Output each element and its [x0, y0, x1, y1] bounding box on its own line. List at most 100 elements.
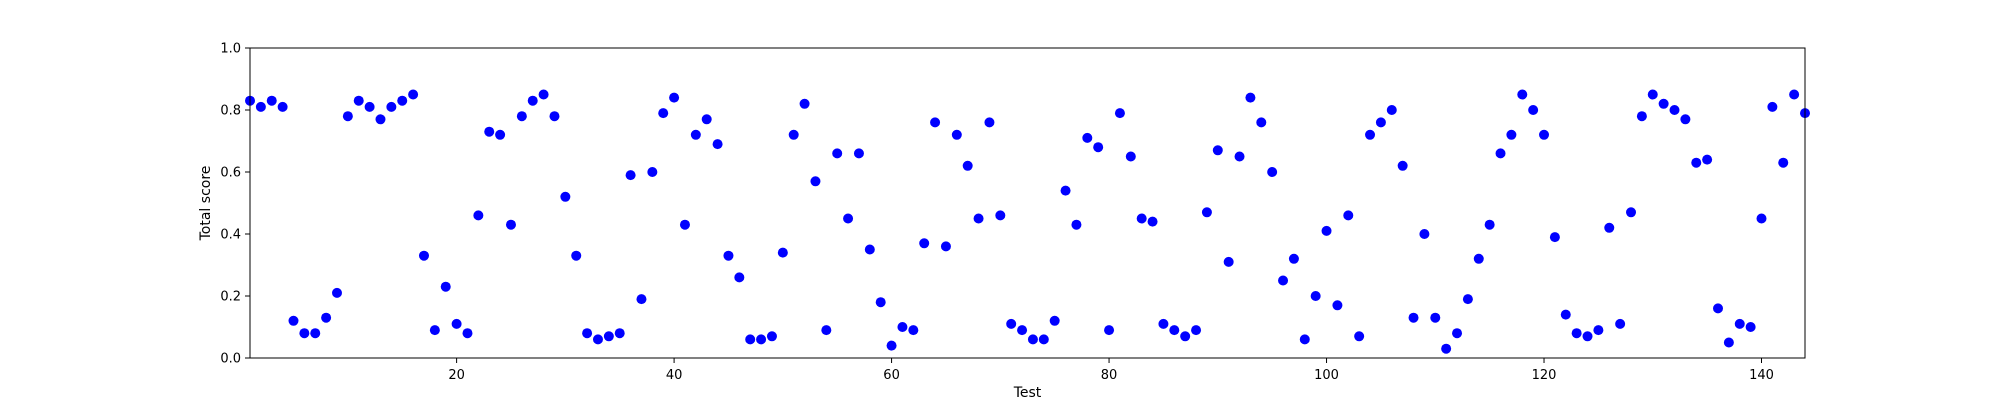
data-point	[908, 325, 919, 336]
data-point	[1191, 325, 1202, 336]
data-point	[1180, 331, 1191, 342]
data-point	[527, 95, 538, 106]
data-point	[418, 250, 429, 261]
data-point	[919, 238, 930, 249]
x-tick-label: 80	[1101, 368, 1118, 383]
data-point	[788, 129, 799, 140]
data-point	[1473, 253, 1484, 264]
y-tick-label: 1.0	[220, 42, 241, 57]
data-points	[245, 89, 1810, 354]
data-point	[1082, 132, 1093, 143]
data-point	[1582, 331, 1593, 342]
data-point	[810, 176, 821, 187]
data-point	[1571, 328, 1582, 339]
data-point	[973, 213, 984, 224]
data-point	[1169, 325, 1180, 336]
data-point	[1343, 210, 1354, 221]
data-point	[745, 334, 756, 345]
data-point	[647, 167, 658, 177]
data-point	[560, 191, 571, 202]
data-point	[1626, 207, 1637, 218]
data-point	[592, 334, 603, 345]
data-point	[1528, 105, 1539, 115]
data-point	[1278, 275, 1289, 286]
data-point	[1430, 312, 1441, 323]
data-point	[1506, 129, 1517, 140]
data-point	[255, 101, 266, 112]
data-point	[1767, 101, 1778, 112]
data-point	[734, 272, 745, 283]
data-point	[331, 287, 342, 298]
data-point	[1549, 232, 1560, 243]
data-point	[1299, 334, 1310, 345]
data-point	[1647, 89, 1658, 100]
data-point	[614, 328, 625, 339]
data-point	[603, 331, 614, 342]
data-point	[843, 213, 854, 224]
data-point	[1223, 256, 1234, 267]
data-point	[886, 340, 897, 351]
data-point	[1332, 300, 1343, 311]
data-point	[1658, 98, 1669, 109]
data-point	[1310, 291, 1321, 301]
data-point	[766, 331, 777, 342]
data-point	[669, 92, 680, 103]
data-point	[1049, 315, 1060, 326]
y-tick-label: 0.0	[220, 352, 241, 367]
data-point	[1386, 105, 1397, 115]
data-point	[1267, 167, 1278, 177]
data-point	[1789, 89, 1800, 100]
data-point	[777, 247, 788, 258]
data-point	[1397, 160, 1408, 171]
data-point	[1321, 225, 1332, 236]
data-point	[1484, 219, 1495, 230]
data-point	[1038, 334, 1049, 345]
data-point	[1560, 309, 1571, 320]
data-point	[962, 160, 973, 171]
data-point	[1017, 325, 1028, 336]
data-point	[451, 318, 462, 329]
data-point	[299, 328, 310, 339]
data-point	[951, 129, 962, 140]
data-point	[484, 126, 495, 137]
data-point	[1441, 343, 1452, 354]
data-point	[625, 170, 636, 181]
data-point	[690, 129, 701, 140]
data-point	[1114, 108, 1125, 119]
data-point	[1495, 148, 1506, 159]
data-point	[1136, 213, 1147, 224]
plot-frame	[249, 47, 1806, 359]
data-point	[1669, 105, 1680, 115]
data-point	[1027, 334, 1038, 345]
data-point	[1256, 117, 1267, 128]
data-point	[1354, 331, 1365, 342]
data-point	[473, 210, 484, 221]
axis-ticks: 20 40 60 80 100 120 140 0.0 0.2 0.4 0.6 0.8 1.0	[220, 42, 1774, 384]
y-tick-label: 0.6	[220, 166, 241, 181]
data-point	[1604, 222, 1615, 233]
data-point	[658, 108, 669, 119]
data-point	[549, 111, 560, 122]
data-point	[1462, 294, 1473, 305]
data-point	[288, 315, 299, 326]
data-point	[1680, 114, 1691, 125]
data-point	[495, 129, 506, 140]
data-point	[505, 219, 516, 230]
data-point	[1060, 185, 1071, 196]
data-point	[1778, 157, 1789, 168]
data-point	[1713, 303, 1724, 314]
data-point	[984, 117, 995, 128]
data-point	[1365, 129, 1376, 140]
data-point	[1375, 117, 1386, 128]
y-tick-label: 0.8	[220, 104, 241, 119]
data-point	[1125, 151, 1136, 162]
data-point	[1245, 92, 1256, 103]
data-point	[875, 297, 886, 308]
data-point	[571, 250, 582, 261]
data-point	[1212, 145, 1223, 156]
data-point	[1615, 318, 1626, 329]
data-point	[1093, 142, 1104, 153]
data-point	[756, 334, 767, 345]
data-point	[440, 281, 451, 292]
data-point	[277, 101, 288, 112]
